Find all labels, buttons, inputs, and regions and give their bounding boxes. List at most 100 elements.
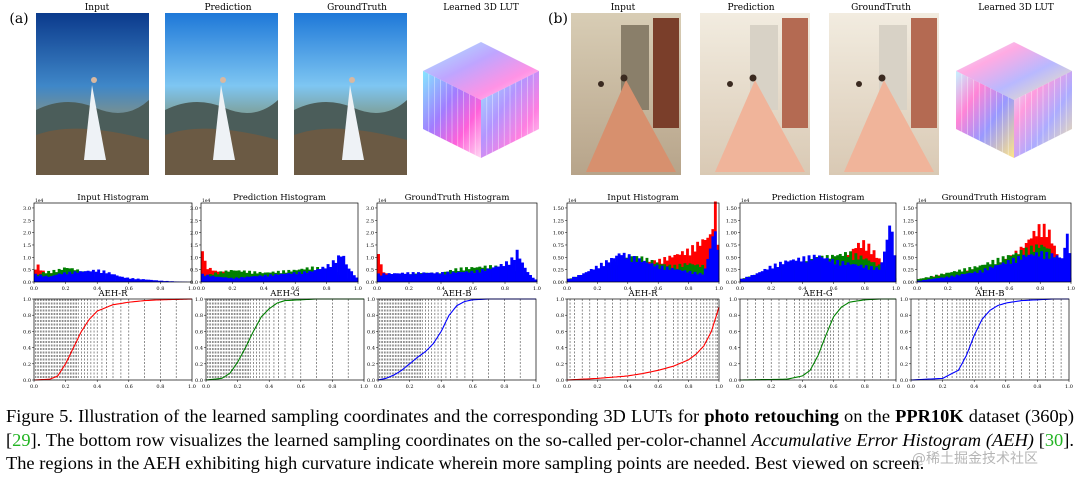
y-tick-label: 0.4: [556, 346, 564, 352]
histogram-bar: [329, 266, 333, 282]
plot-title: Input Histogram: [607, 193, 679, 203]
histogram-bar: [242, 277, 246, 282]
y-tick-label: 0.0: [367, 378, 375, 384]
histogram-bar: [235, 277, 238, 282]
x-tick-label: 0.8: [328, 384, 336, 390]
histogram-bar: [94, 271, 98, 282]
histogram-bar: [952, 271, 956, 282]
x-tick-label: 0.4: [437, 286, 445, 292]
plot-axes: AEH-B 0.0 0.2 0.4 0.6 0.8 1.0 0.0 0.2 0.4 0.6 0.8 1.…: [900, 289, 1073, 390]
learned-lut-cube-b: [956, 42, 1072, 158]
histogram-bar: [875, 267, 879, 282]
citation-link-30[interactable]: 30: [1044, 429, 1064, 450]
histogram-bar: [708, 248, 712, 282]
histogram-bar: [610, 257, 613, 282]
histogram-bar: [337, 255, 340, 282]
histogram-bar: [352, 275, 356, 282]
histogram-bar: [701, 274, 705, 282]
x-tick-label: 0.4: [970, 384, 978, 390]
y-tick-label: 0.2: [195, 362, 203, 368]
histogram-bar: [577, 275, 580, 282]
histogram-bar: [139, 279, 143, 282]
histogram-bar: [245, 276, 249, 282]
histogram-bar: [331, 260, 335, 282]
histogram-bar: [507, 264, 511, 282]
histogram-bar: [1032, 255, 1036, 282]
histogram-bar: [377, 254, 380, 282]
histogram-bar: [377, 273, 380, 282]
aeh-curve: [910, 298, 1069, 381]
y-tick-label: 0.2: [556, 362, 564, 368]
x-tick-label: 0.8: [685, 286, 693, 292]
gown-shape: [586, 80, 676, 172]
histogram-bar: [229, 277, 233, 282]
histogram-bar: [160, 280, 164, 282]
y-tick-label: 1.0: [729, 297, 737, 303]
figure: (a) (b) Input Prediction GroundTruth Learned …: [9, 3, 1075, 390]
head-shape: [856, 81, 862, 87]
plot-axes: AEH-R 0.0 0.2 0.4 0.6 0.8 1.0 0.0 0.2 0.4 0.6 0.8 1.…: [23, 289, 196, 390]
histogram-bar: [531, 277, 535, 282]
histogram-bar: [113, 274, 116, 282]
x-tick-label: 0.2: [234, 384, 242, 390]
histogram-bar: [691, 273, 694, 282]
histogram-bar: [1017, 256, 1020, 282]
histogram-bar: [1050, 253, 1054, 282]
histogram-bar: [342, 255, 346, 282]
aeh-curve: [566, 306, 720, 381]
histogram-bar: [665, 266, 669, 282]
histogram-bar: [310, 271, 314, 282]
histogram-bar: [305, 272, 309, 282]
x-tick-label: 0.8: [685, 384, 693, 390]
y-tick-label: 1.00: [903, 231, 914, 237]
x-tick-label: 0.8: [861, 384, 869, 390]
y-tick-label: 1.5: [366, 243, 374, 249]
histogram-bar: [292, 272, 296, 282]
x-tick-label: 0.4: [624, 384, 632, 390]
citation-link-29[interactable]: 29: [12, 429, 31, 450]
brick-shape: [653, 18, 679, 128]
histogram-bar: [297, 271, 301, 282]
caption-label: Figure 5.: [6, 406, 73, 426]
histogram-bar: [917, 279, 920, 282]
x-tick-label: 0.6: [125, 286, 133, 292]
x-tick-label: 0.4: [798, 286, 806, 292]
histogram-bar: [779, 261, 782, 282]
histogram-bar: [279, 273, 283, 282]
histogram-bar: [118, 276, 122, 282]
x-tick-label: 0.2: [62, 384, 70, 390]
y-tick-label: 0.0: [195, 378, 203, 384]
histogram-bar: [295, 274, 299, 282]
plot-frame: [200, 202, 359, 283]
histogram-bar: [763, 268, 767, 282]
histogram-bar: [526, 272, 530, 282]
y-tick-label: 0.0: [900, 378, 908, 384]
x-tick-label: 0.6: [1005, 286, 1013, 292]
plot-frame: [566, 202, 720, 283]
plot-frame: [739, 298, 897, 381]
histogram-bar: [828, 261, 832, 282]
histogram-bar: [945, 276, 949, 282]
histogram-bar: [929, 275, 933, 282]
x-tick-label: 1.0: [715, 384, 723, 390]
y-tick-label: 0.50: [726, 255, 737, 261]
histogram-bar: [797, 257, 801, 282]
y-tick-label: 0.2: [729, 362, 737, 368]
histogram-bar: [237, 270, 241, 282]
histogram-series-b: [377, 249, 538, 282]
histogram-bar: [427, 272, 431, 282]
y-tick-label: 0.25: [553, 268, 564, 274]
x-tick-label: 0.0: [563, 384, 571, 390]
scale-label: 1e4: [35, 198, 44, 204]
x-tick-label: 0.2: [593, 384, 601, 390]
y-tick-label: 2.0: [366, 231, 374, 237]
histogram-bar: [287, 273, 291, 282]
x-tick-label: 1.0: [715, 286, 723, 292]
x-tick-label: 0.0: [736, 286, 744, 292]
histogram-bar: [435, 272, 439, 282]
image-title: Prediction: [727, 3, 774, 13]
histogram-bar: [1019, 259, 1023, 282]
histogram-bar: [870, 266, 873, 282]
histogram-bar: [513, 259, 516, 282]
